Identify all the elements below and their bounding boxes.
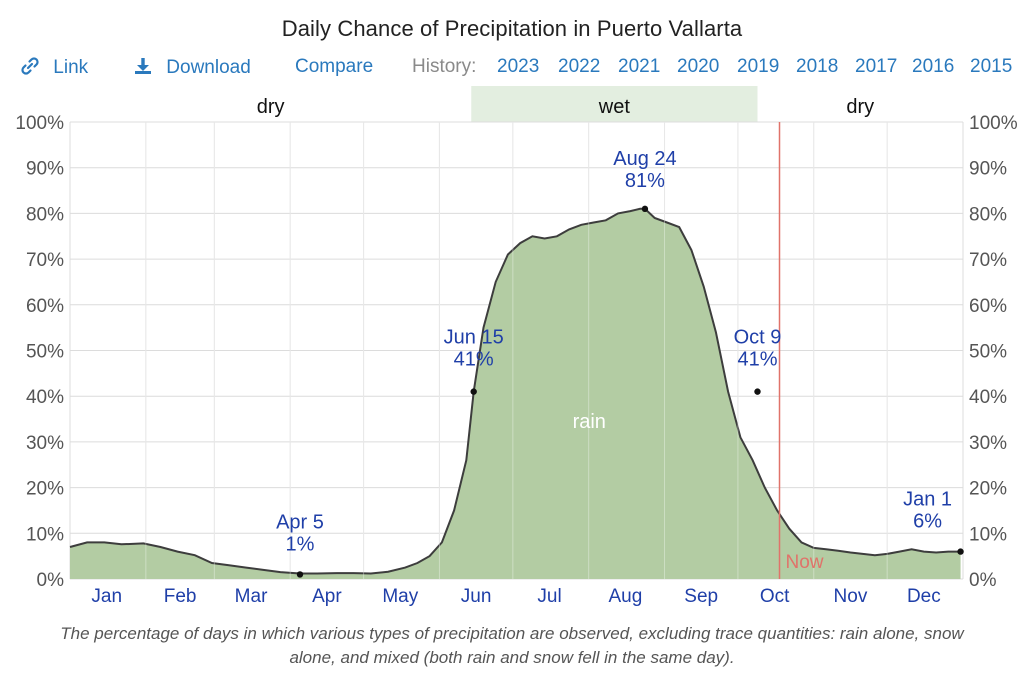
annotation-value: 6%: [913, 511, 942, 533]
month-label-sep: Sep: [684, 586, 718, 607]
month-label-nov: Nov: [834, 586, 868, 607]
y-tick-left: 30%: [26, 433, 64, 454]
y-tick-left: 50%: [26, 342, 64, 363]
chart-caption: The percentage of days in which various …: [60, 624, 964, 667]
download-icon: [135, 58, 151, 74]
y-tick-left: 10%: [26, 524, 64, 545]
y-tick-right: 60%: [969, 296, 1007, 317]
annotation-value: 41%: [737, 349, 777, 371]
history-year-2020[interactable]: 2020: [677, 56, 720, 77]
annotation-point: [470, 388, 477, 395]
y-tick-left: 40%: [26, 387, 64, 408]
annotation-date: Aug 24: [613, 148, 676, 170]
month-label-jul: Jul: [537, 586, 561, 607]
y-tick-right: 80%: [969, 204, 1007, 225]
month-label-apr: Apr: [312, 586, 342, 607]
annotation-date: Jan 1: [903, 489, 952, 511]
annotation-date: Jun 15: [444, 327, 504, 349]
y-tick-right: 100%: [969, 113, 1018, 134]
download-button[interactable]: Download: [133, 56, 251, 79]
series-label-rain: rain: [573, 411, 606, 433]
y-tick-left: 70%: [26, 250, 64, 271]
history-label: History:: [412, 56, 477, 77]
y-tick-left: 20%: [26, 479, 64, 500]
annotation-point: [641, 205, 649, 213]
month-label-dec: Dec: [907, 586, 941, 607]
season-label-dry-2: dry: [846, 96, 874, 118]
y-tick-right: 40%: [969, 387, 1007, 408]
y-tick-left: 60%: [26, 296, 64, 317]
history-year-2023[interactable]: 2023: [497, 56, 540, 77]
month-label-mar: Mar: [235, 586, 268, 607]
month-label-aug: Aug: [608, 586, 642, 607]
y-tick-right: 70%: [969, 250, 1007, 271]
annotation-point: [957, 548, 964, 555]
compare-button[interactable]: Compare: [295, 56, 374, 77]
month-label-oct: Oct: [760, 586, 790, 607]
history-year-2022[interactable]: 2022: [558, 56, 601, 77]
history-year-2019[interactable]: 2019: [737, 56, 780, 77]
now-label: Now: [786, 552, 824, 573]
month-label-may: May: [382, 586, 418, 607]
y-tick-left: 90%: [26, 159, 64, 180]
link-button[interactable]: Link: [20, 56, 88, 79]
y-tick-right: 20%: [969, 479, 1007, 500]
annotation-value: 81%: [625, 170, 665, 192]
history-year-2021[interactable]: 2021: [618, 56, 661, 77]
link-label: Link: [53, 57, 89, 78]
y-tick-right: 0%: [969, 570, 997, 591]
month-label-jun: Jun: [461, 586, 492, 607]
history-year-2018[interactable]: 2018: [796, 56, 839, 77]
annotation-date: Apr 5: [276, 511, 324, 533]
link-icon: [21, 57, 39, 75]
month-label-jan: Jan: [91, 586, 122, 607]
y-tick-right: 90%: [969, 159, 1007, 180]
y-tick-right: 30%: [969, 433, 1007, 454]
annotation-value: 1%: [286, 533, 315, 555]
history-year-2017[interactable]: 2017: [855, 56, 898, 77]
season-label-wet-1: wet: [598, 96, 631, 118]
y-tick-left: 80%: [26, 204, 64, 225]
history-year-2016[interactable]: 2016: [912, 56, 955, 77]
y-tick-left: 0%: [37, 570, 65, 591]
y-tick-right: 50%: [969, 342, 1007, 363]
rain-area: [70, 208, 961, 580]
toolbar: Link Download Compare History: 2023 2022…: [0, 56, 1024, 82]
history-year-2015[interactable]: 2015: [970, 56, 1013, 77]
download-label: Download: [166, 57, 251, 78]
precipitation-chart: dry wet dry 0% 0% 10% 10% 20% 20% 30% 30% 40% 40% 50%…: [15, 86, 1018, 607]
annotation-value: 41%: [454, 349, 494, 371]
annotation-point: [296, 571, 304, 578]
season-label-dry-0: dry: [257, 96, 285, 118]
y-tick-right: 10%: [969, 524, 1007, 545]
month-label-feb: Feb: [164, 586, 197, 607]
annotation-date: Oct 9: [734, 327, 782, 349]
wet-season-band: [471, 86, 758, 122]
annotation-point: [754, 388, 761, 395]
rain-line: [69, 207, 961, 575]
y-tick-left: 100%: [15, 113, 64, 134]
chart-title: Daily Chance of Precipitation in Puerto …: [281, 16, 743, 41]
